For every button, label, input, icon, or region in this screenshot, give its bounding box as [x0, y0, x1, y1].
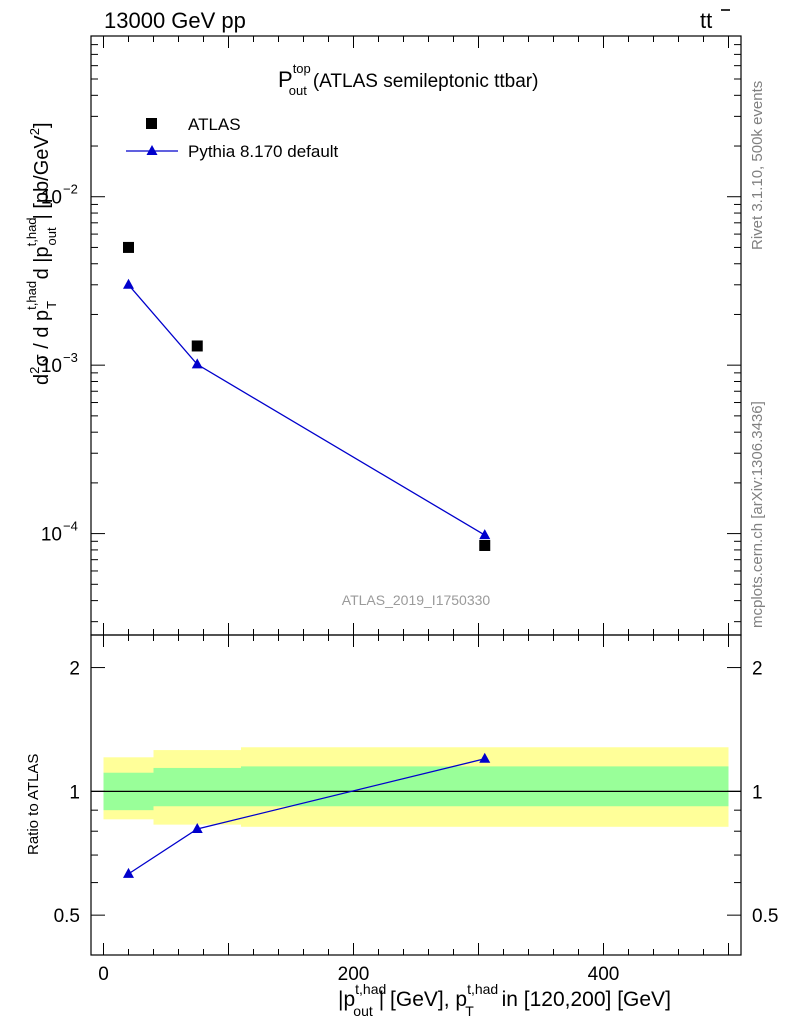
frame-ratio	[90, 634, 742, 956]
ratio-point-0	[123, 867, 134, 878]
data-point-1	[191, 340, 203, 352]
data-point-2	[479, 539, 491, 551]
plot-title: Ptop out (ATLAS semileptonic ttbar)	[278, 61, 538, 98]
rivet-label: Rivet 3.1.10, 500k events	[749, 81, 766, 250]
y-tick-label-ratio-l-1: 1	[69, 782, 80, 803]
y-axis-title-ratio: Ratio to ATLAS	[25, 754, 42, 855]
analysis-id: ATLAS_2019_I1750330	[342, 592, 491, 608]
y-tick-label-ratio-r-1: 1	[752, 782, 763, 803]
ratio-bands	[103, 747, 729, 827]
beam-label: 13000 GeV pp	[104, 8, 246, 33]
y-axis-title-top: d2σ / d pt,had T d |pt,had out| [pb/GeV2]	[24, 122, 59, 385]
y-tick-label-top-0: 10	[41, 188, 62, 209]
series-layer	[123, 241, 491, 878]
y-tick-label-ratio-r-2: 0.5	[752, 906, 778, 927]
x-tick-label-0: 0	[98, 964, 109, 985]
y-tick-label-top-2: 10	[41, 525, 62, 546]
mc-point-2	[479, 529, 491, 540]
y-tick-label-ratio-r-0: 2	[752, 659, 763, 680]
legend-mc-label: Pythia 8.170 default	[188, 142, 339, 161]
source-label: mcplots.cern.ch [arXiv:1306.3436]	[749, 401, 766, 628]
mc-point-0	[123, 278, 134, 289]
y-tick-label-top-1: 10	[41, 356, 62, 377]
y-tick-label-top-exp-2: −4	[63, 519, 78, 534]
x-axis-title: |pt,had out | [GeV], pt,had T in [120,200] …	[338, 981, 671, 1019]
x-tick-label-1: 200	[338, 964, 370, 985]
frames	[90, 35, 742, 956]
ticks	[91, 35, 741, 956]
y-tick-label-ratio-l-2: 0.5	[54, 906, 80, 927]
x-tick-label-2: 400	[588, 964, 620, 985]
data-point-0	[123, 241, 134, 253]
mc-line-top	[128, 284, 486, 536]
legend-data-marker	[146, 118, 157, 129]
band-inner-1	[153, 767, 241, 807]
y-tick-label-top-exp-0: −2	[63, 182, 78, 197]
ratio-point-1	[191, 822, 203, 833]
band-inner-2	[241, 766, 729, 807]
y-tick-label-ratio-l-0: 2	[69, 659, 80, 680]
y-tick-label-top-exp-1: −3	[63, 350, 78, 365]
ratio-point-2	[479, 752, 491, 763]
legend-data-label: ATLAS	[188, 115, 241, 134]
process-label: tt	[700, 8, 712, 33]
mc-point-1	[191, 358, 203, 369]
legend-mc-marker	[146, 145, 158, 155]
